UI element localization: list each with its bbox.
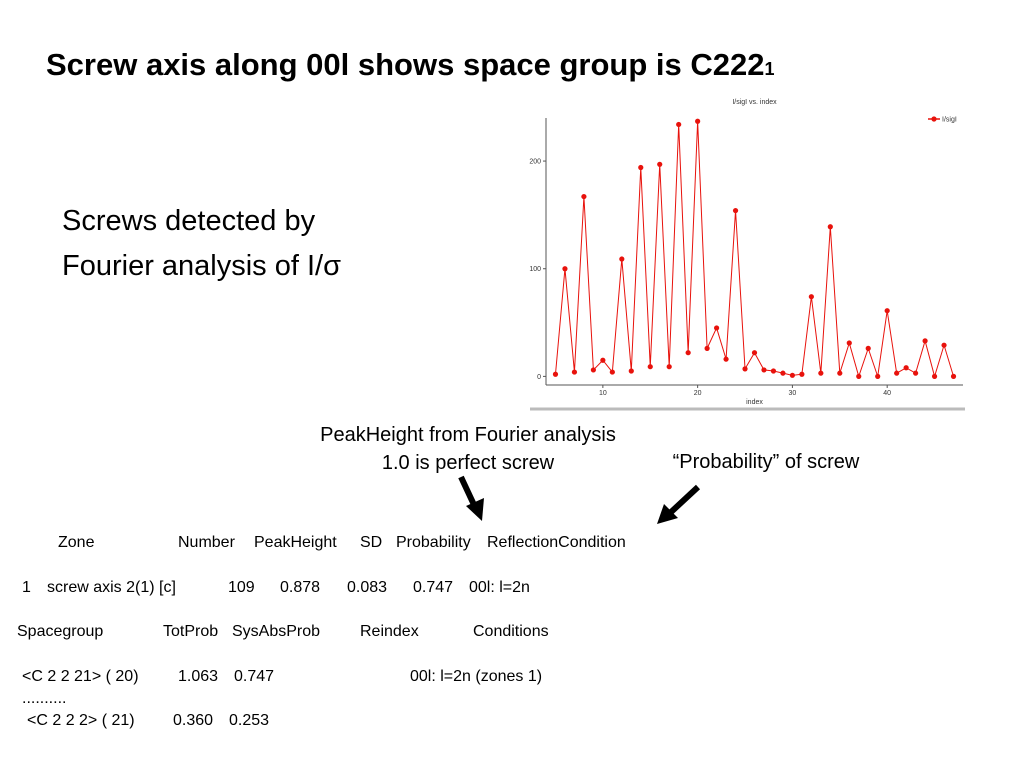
data-point [856,373,862,379]
x-axis-label: index [746,399,763,406]
data-point [732,207,739,214]
data-point [818,370,824,376]
table-cell: 00l: l=2n [469,579,530,596]
series-line [554,121,955,379]
subtitle-line: Fourier analysis of I/σ [62,250,341,282]
data-point [846,340,852,346]
data-point [941,342,947,348]
table-header: Zone [58,534,95,551]
data-point [922,338,928,344]
table-cell: 0.747 [234,668,274,685]
data-point [571,369,578,375]
table-cell: 00l: l=2n (zones 1) [410,668,542,685]
table-cell: screw axis 2(1) [c] [47,579,176,596]
y-tick-label: 200 [529,159,541,166]
data-point [742,366,748,372]
data-point [657,161,663,167]
data-point [770,368,777,374]
table-header: Number [178,534,236,551]
x-tick-label: 20 [694,390,702,397]
data-point [562,266,568,272]
y-tick-label: 100 [529,266,541,273]
table-cell: TotProb [163,623,218,640]
table-cell: 0.747 [413,579,453,596]
table-header: ReflectionCondition [487,534,626,551]
arrow [458,475,484,521]
data-point [581,193,587,200]
table-cell: Conditions [473,623,549,640]
data-point [837,370,843,376]
table-cell: Spacegroup [17,623,103,640]
data-point [884,308,890,314]
annotation: “Probability” of screw [673,451,860,473]
data-point [751,350,758,356]
legend-swatch [931,116,937,122]
table-cell: 0.360 [173,712,213,729]
arrow [657,484,701,524]
data-point [676,121,682,128]
legend-label: I/sigI [942,117,957,124]
data-point [638,164,644,171]
data-point [704,345,710,351]
table-cell: 0.083 [347,579,387,596]
data-point [600,357,606,363]
data-point [808,294,814,300]
slide-title: Screw axis along 00l shows space group i… [46,47,774,82]
chart-title: I/sigI vs. index [732,99,777,106]
data-point [950,373,957,379]
table-cell: 0.253 [229,712,269,729]
data-point [875,373,881,379]
data-point [865,345,871,351]
data-point [780,370,786,376]
annotation: PeakHeight from Fourier analysis [320,424,616,446]
data-point [894,370,900,376]
data-point [761,367,767,373]
data-point [931,373,938,379]
data-point [827,224,833,230]
data-point [619,256,625,262]
data-point [647,364,653,370]
table-cell: 1 [22,579,31,596]
data-point [685,350,691,356]
data-point [609,369,615,375]
x-tick-label: 30 [789,390,797,397]
data-point [590,367,596,373]
x-tick-label: 10 [599,390,607,397]
data-point [552,371,559,377]
table-cell: <C 2 2 21> ( 20) [22,668,139,685]
data-point [903,365,909,371]
table-cell: SysAbsProb [232,623,320,640]
data-point [789,372,796,378]
data-point [913,370,919,376]
table-cell: Reindex [360,623,419,640]
table-cell: 0.878 [280,579,320,596]
table-cell: <C 2 2 2> ( 21) [27,712,135,729]
data-point [695,118,701,124]
x-tick-label: 40 [883,390,891,397]
table-cell: .......... [22,690,66,707]
data-point [628,368,634,374]
title-main: Screw axis along 00l shows space group i… [46,47,764,82]
data-point [799,371,805,377]
title-subscript: 1 [764,59,774,79]
subtitle-line: Screws detected by [62,205,316,237]
y-tick-label: 0 [537,374,541,381]
table-header: PeakHeight [254,534,337,551]
table-header: Probability [396,534,471,551]
data-point [713,325,720,331]
annotation: 1.0 is perfect screw [382,452,555,474]
data-point [666,364,672,370]
table-header: SD [360,534,382,551]
table-cell: 1.063 [178,668,218,685]
table-cell: 109 [228,579,255,596]
data-point [723,356,729,362]
